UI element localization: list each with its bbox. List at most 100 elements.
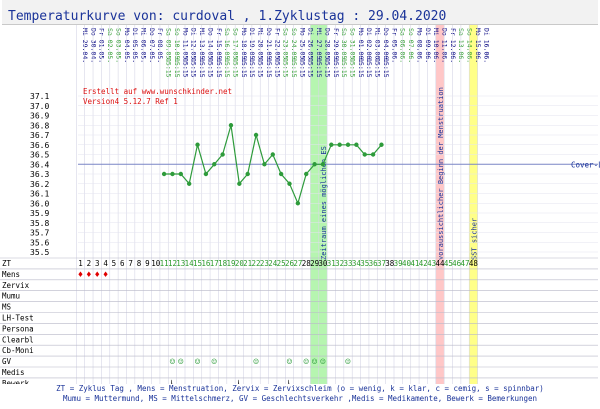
cycle-day-label: 21 <box>243 259 252 268</box>
date-label: Do 14.05. <box>206 28 214 63</box>
y-tick-label: 36.3 <box>30 170 49 179</box>
bewerk-marker <box>288 379 290 384</box>
date-label: So 14.06. <box>466 28 474 63</box>
temperature-point <box>170 171 175 177</box>
cycle-day-label: 5 <box>112 259 117 268</box>
fertile-window-band <box>310 25 319 384</box>
cycle-day-label: 40 <box>402 259 412 268</box>
cycle-day-label: 20 <box>235 259 245 268</box>
cycle-day-label: 12 <box>168 259 177 268</box>
cycle-day-label: 2 <box>87 259 92 268</box>
cycle-day-label: 19 <box>226 259 235 268</box>
y-tick-label: 36.0 <box>30 199 49 208</box>
cycle-day-label: 14 <box>185 259 195 268</box>
gv-marker: ☺ <box>253 358 259 368</box>
row-label: Zervix <box>2 281 30 290</box>
row-label: Persona <box>2 324 34 333</box>
date-label: Mi 03.06. <box>374 28 382 63</box>
date-label: So 31.05. <box>349 28 357 63</box>
temperature-point <box>186 181 192 186</box>
cycle-day-label: 36 <box>369 259 379 268</box>
cycle-day-label: 22 <box>252 259 261 268</box>
time-label: 05:15 <box>307 58 315 78</box>
date-label: Di 05.05. <box>131 28 139 63</box>
gv-marker: ☺ <box>178 358 184 368</box>
cycle-day-label: 3 <box>95 259 100 268</box>
cycle-day-label: 17 <box>210 259 219 268</box>
date-label: Do 11.06. <box>440 28 448 63</box>
sst-label: SST sicher <box>470 218 478 260</box>
cycle-day-label: 10 <box>151 259 161 268</box>
date-label: Sa 30.05. <box>340 28 348 63</box>
cycle-day-label: 16 <box>201 259 211 268</box>
time-label: 05:15 <box>365 58 373 78</box>
date-label: Mo 25.05. <box>298 28 306 63</box>
y-tick-label: 35.7 <box>30 229 49 238</box>
gv-marker: ☺ <box>312 358 318 368</box>
cycle-day-label: 8 <box>137 259 142 268</box>
gv-marker: ☺ <box>212 358 218 368</box>
mens-marker: ♦ <box>95 270 100 280</box>
date-label: Fr 15.05. <box>215 28 223 63</box>
time-label: 05:15 <box>374 58 382 78</box>
y-tick-label: 36.2 <box>30 180 49 189</box>
temperature-point <box>354 142 359 147</box>
time-label: 05:15 <box>223 58 231 78</box>
cycle-day-label: 30 <box>318 259 328 268</box>
time-label: 05:15 <box>340 58 348 78</box>
cycle-day-label: 47 <box>461 259 470 268</box>
cycle-day-label: 46 <box>452 259 462 268</box>
cycle-day-label: 33 <box>344 259 353 268</box>
date-label: Di 26.05. <box>307 28 315 63</box>
y-tick-label: 35.9 <box>30 209 49 218</box>
time-label: 05:15 <box>290 58 298 78</box>
date-label: Mi 27.05. <box>315 28 323 63</box>
cycle-day-label: 7 <box>128 259 133 268</box>
time-label: 05:15 <box>173 58 181 78</box>
date-label: Fr 12.06. <box>449 28 457 63</box>
date-label: Mi 13.05. <box>198 28 206 63</box>
date-label: Do 30.04. <box>89 28 97 63</box>
gv-marker: ☺ <box>345 358 351 368</box>
date-label: Mi 10.06. <box>432 28 440 63</box>
chart-title-bar: Temperaturkurve von: curdoval , 1.Zyklus… <box>2 0 598 25</box>
temperature-point <box>329 142 334 147</box>
date-label: So 17.05. <box>231 28 239 63</box>
legend-line-1: ZT = Zyklus Tag , Mens = Menstruation, Z… <box>56 384 544 393</box>
cycle-day-label: 44 <box>435 259 445 268</box>
cycle-day-label: 18 <box>218 259 228 268</box>
cycle-day-label: 1 <box>78 259 83 268</box>
cycle-day-label: 27 <box>293 259 302 268</box>
menstruation-label: voraussichtlicher Beginn der Menstruatio… <box>437 87 445 260</box>
date-label: Do 07.05. <box>148 28 156 63</box>
time-label: 05:15 <box>206 58 214 78</box>
bewerk-marker <box>171 379 173 384</box>
time-label: 05:15 <box>349 58 357 78</box>
y-tick-label: 36.6 <box>30 141 49 150</box>
y-tick-label: 36.9 <box>30 112 49 121</box>
date-label: So 03.05. <box>114 28 122 63</box>
cycle-day-label: 24 <box>268 259 278 268</box>
cycle-day-label: 35 <box>360 259 369 268</box>
temperature-point <box>161 171 167 177</box>
row-label: Bewerk <box>2 379 30 384</box>
time-label: 05:15 <box>273 58 281 78</box>
date-label: Do 04.06. <box>382 28 390 63</box>
temperature-point <box>203 171 209 177</box>
credit-line: Version4 5.12.7 Ref 1 <box>83 97 178 106</box>
temperature-point <box>320 162 326 167</box>
y-tick-label: 37.0 <box>30 102 49 111</box>
date-label: Mo 15.06. <box>474 28 482 63</box>
date-label: Di 19.05. <box>248 28 256 63</box>
cover-line-label: Cover-L <box>571 160 600 169</box>
y-tick-label: 36.4 <box>30 160 49 169</box>
row-label: LH-Test <box>2 314 34 323</box>
mens-marker: ♦ <box>78 270 83 280</box>
date-label: Do 28.05. <box>323 28 331 63</box>
cycle-day-label: 9 <box>145 259 150 268</box>
time-label: 05:15 <box>240 58 248 78</box>
temperature-chart: Mi 29.04. Do 30.04. Fr 01.05. Sa 02.05. So 0… <box>0 25 600 384</box>
cycle-day-label: 34 <box>352 259 362 268</box>
y-tick-label: 36.5 <box>30 151 49 160</box>
legend-footer: ZT = Zyklus Tag , Mens = Menstruation, Z… <box>0 384 600 404</box>
